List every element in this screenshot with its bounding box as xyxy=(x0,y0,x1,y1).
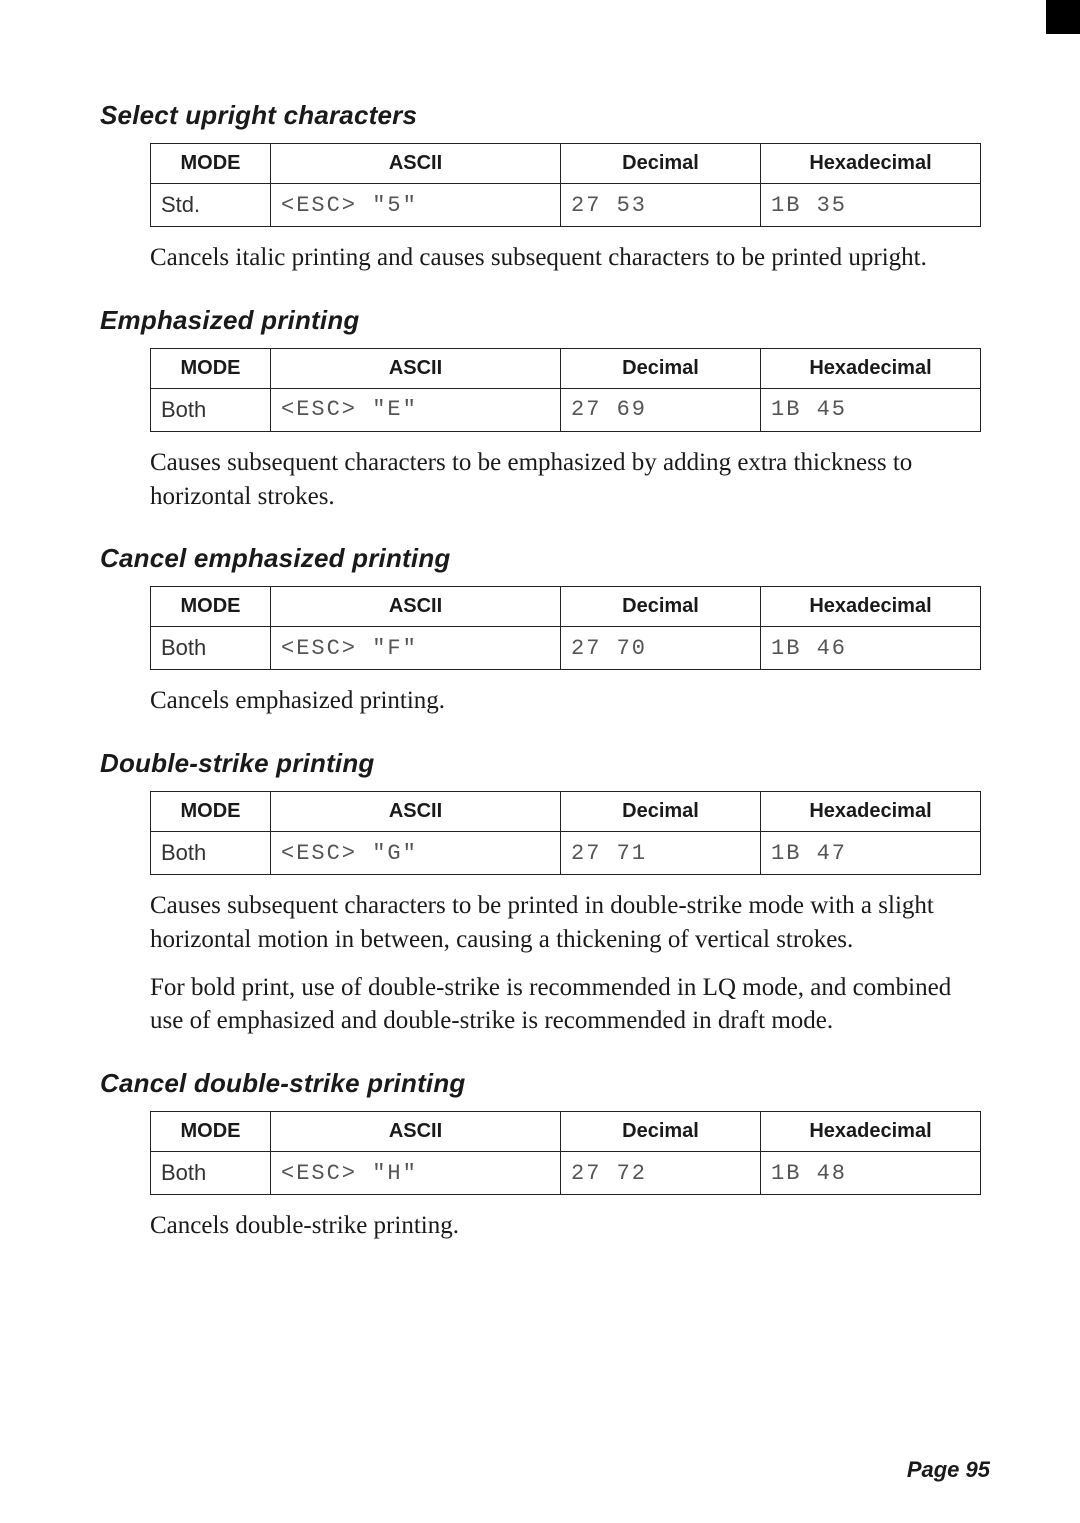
cell-mode: Both xyxy=(151,627,271,670)
command-table: MODE ASCII Decimal Hexadecimal Both <ESC… xyxy=(150,791,981,875)
col-ascii: ASCII xyxy=(271,587,561,627)
col-decimal: Decimal xyxy=(561,1112,761,1152)
table-row: Both <ESC> "H" 27 72 1B 48 xyxy=(151,1152,981,1195)
col-mode: MODE xyxy=(151,144,271,184)
cell-hex: 1B 47 xyxy=(761,832,981,875)
cell-ascii: <ESC> "5" xyxy=(271,184,561,227)
cell-decimal: 27 72 xyxy=(561,1152,761,1195)
section-heading: Emphasized printing xyxy=(100,305,990,336)
cell-decimal: 27 53 xyxy=(561,184,761,227)
col-ascii: ASCII xyxy=(271,144,561,184)
cell-hex: 1B 45 xyxy=(761,388,981,431)
table-row: Both <ESC> "G" 27 71 1B 47 xyxy=(151,832,981,875)
table-row: Both <ESC> "E" 27 69 1B 45 xyxy=(151,388,981,431)
page-corner-marker xyxy=(1046,0,1080,34)
col-mode: MODE xyxy=(151,1112,271,1152)
col-hex: Hexadecimal xyxy=(761,348,981,388)
section-description: Cancels italic printing and causes subse… xyxy=(150,241,970,275)
cell-ascii: <ESC> "G" xyxy=(271,832,561,875)
cell-mode: Std. xyxy=(151,184,271,227)
command-table: MODE ASCII Decimal Hexadecimal Std. <ESC… xyxy=(150,143,981,227)
cell-decimal: 27 70 xyxy=(561,627,761,670)
cell-mode: Both xyxy=(151,388,271,431)
col-decimal: Decimal xyxy=(561,348,761,388)
col-ascii: ASCII xyxy=(271,792,561,832)
page-number: Page 95 xyxy=(907,1457,990,1483)
table-row: Both <ESC> "F" 27 70 1B 46 xyxy=(151,627,981,670)
col-decimal: Decimal xyxy=(561,587,761,627)
section-description: For bold print, use of double-strike is … xyxy=(150,971,970,1039)
col-decimal: Decimal xyxy=(561,792,761,832)
cell-mode: Both xyxy=(151,1152,271,1195)
col-mode: MODE xyxy=(151,348,271,388)
col-mode: MODE xyxy=(151,792,271,832)
cell-decimal: 27 69 xyxy=(561,388,761,431)
col-hex: Hexadecimal xyxy=(761,1112,981,1152)
col-ascii: ASCII xyxy=(271,348,561,388)
col-mode: MODE xyxy=(151,587,271,627)
section-description: Cancels double-strike printing. xyxy=(150,1209,970,1243)
cell-hex: 1B 48 xyxy=(761,1152,981,1195)
cell-mode: Both xyxy=(151,832,271,875)
section-description: Causes subsequent characters to be empha… xyxy=(150,446,970,514)
command-table: MODE ASCII Decimal Hexadecimal Both <ESC… xyxy=(150,348,981,432)
section-description: Cancels emphasized printing. xyxy=(150,684,970,718)
col-hex: Hexadecimal xyxy=(761,144,981,184)
cell-hex: 1B 46 xyxy=(761,627,981,670)
section-heading: Cancel emphasized printing xyxy=(100,543,990,574)
table-row: Std. <ESC> "5" 27 53 1B 35 xyxy=(151,184,981,227)
section-heading: Cancel double-strike printing xyxy=(100,1068,990,1099)
cell-ascii: <ESC> "E" xyxy=(271,388,561,431)
cell-ascii: <ESC> "F" xyxy=(271,627,561,670)
cell-hex: 1B 35 xyxy=(761,184,981,227)
section-description: Causes subsequent characters to be print… xyxy=(150,889,970,957)
cell-ascii: <ESC> "H" xyxy=(271,1152,561,1195)
col-hex: Hexadecimal xyxy=(761,792,981,832)
cell-decimal: 27 71 xyxy=(561,832,761,875)
col-hex: Hexadecimal xyxy=(761,587,981,627)
section-heading: Select upright characters xyxy=(100,100,990,131)
section-heading: Double-strike printing xyxy=(100,748,990,779)
command-table: MODE ASCII Decimal Hexadecimal Both <ESC… xyxy=(150,1111,981,1195)
col-decimal: Decimal xyxy=(561,144,761,184)
command-table: MODE ASCII Decimal Hexadecimal Both <ESC… xyxy=(150,586,981,670)
col-ascii: ASCII xyxy=(271,1112,561,1152)
